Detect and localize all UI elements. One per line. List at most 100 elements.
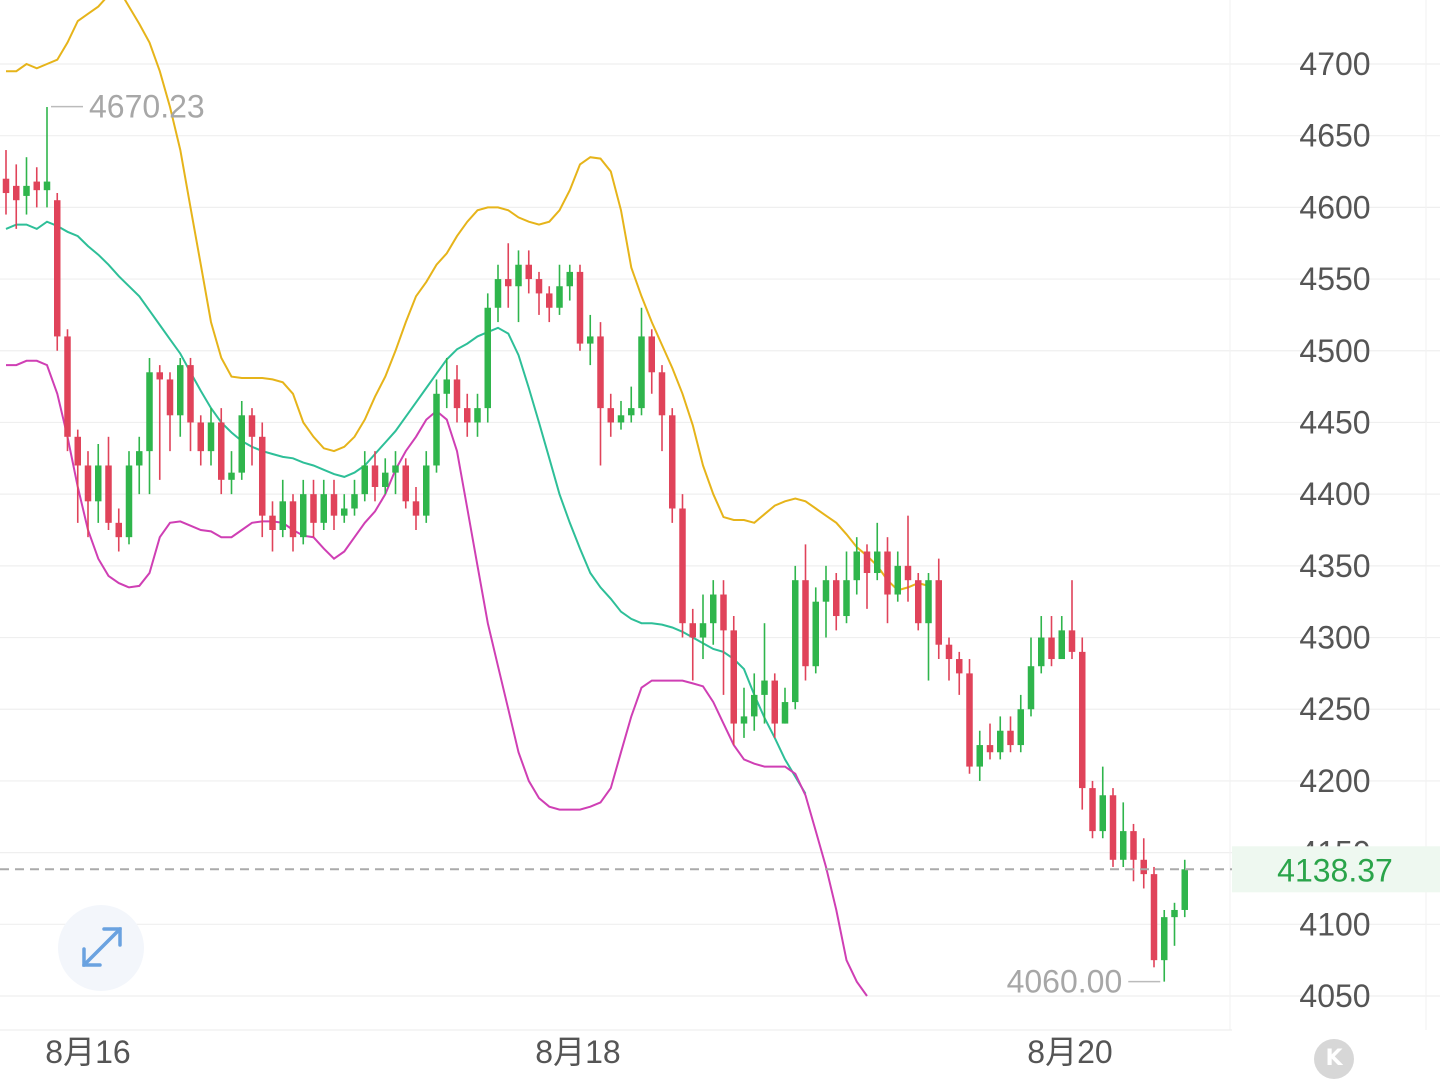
y-tick-label: 4200 bbox=[1299, 763, 1370, 799]
y-tick-label: 4700 bbox=[1299, 46, 1370, 82]
candle bbox=[43, 107, 51, 208]
candle bbox=[443, 357, 450, 409]
grid-lines bbox=[0, 0, 1440, 1031]
candle bbox=[412, 486, 420, 530]
low-price-label: 4060.00 bbox=[1007, 964, 1123, 1000]
candle bbox=[207, 408, 215, 466]
candle bbox=[392, 451, 399, 495]
candle bbox=[925, 573, 932, 681]
candle-body bbox=[628, 408, 635, 416]
candle bbox=[156, 365, 163, 480]
expand-icon bbox=[82, 927, 122, 967]
candle bbox=[382, 458, 389, 495]
x-tick-label: 8月16 bbox=[45, 1034, 130, 1070]
y-tick-label: 4300 bbox=[1299, 620, 1370, 656]
candle-body bbox=[853, 551, 860, 581]
candle-body bbox=[105, 465, 112, 523]
low-marker: 4060.00 bbox=[1007, 964, 1161, 1000]
candle-body bbox=[443, 379, 450, 394]
candle-body bbox=[1058, 630, 1065, 660]
candle-body bbox=[341, 508, 348, 516]
candle-body bbox=[781, 702, 789, 724]
indicator-readout-strip bbox=[0, 1073, 700, 1083]
candle-body bbox=[320, 494, 327, 523]
candle bbox=[494, 264, 502, 323]
candle bbox=[1068, 580, 1076, 660]
candle bbox=[187, 357, 194, 452]
candle-body bbox=[546, 293, 553, 308]
current-price-marker: 4138.37 bbox=[0, 846, 1440, 893]
candle-body bbox=[822, 580, 830, 602]
fullscreen-button[interactable] bbox=[58, 905, 144, 991]
middle-band-line bbox=[5, 220, 807, 795]
candle-body bbox=[1048, 637, 1055, 660]
current-price-label-bg bbox=[1232, 846, 1440, 893]
candle-body bbox=[1109, 795, 1117, 860]
candle-body bbox=[382, 472, 389, 487]
candle-body bbox=[146, 372, 153, 452]
candle bbox=[935, 558, 942, 660]
candle bbox=[13, 164, 20, 229]
candle bbox=[453, 365, 461, 423]
candle bbox=[238, 400, 245, 480]
bollinger-bands bbox=[5, 0, 929, 997]
candle-body bbox=[1007, 730, 1014, 746]
candle-body bbox=[474, 408, 481, 423]
candle-body bbox=[289, 501, 297, 538]
candle bbox=[792, 565, 799, 710]
candle bbox=[699, 594, 707, 660]
candle bbox=[371, 451, 379, 502]
candle-body bbox=[884, 551, 891, 595]
candle-body bbox=[136, 451, 143, 466]
candle-body bbox=[710, 594, 717, 624]
candle bbox=[310, 479, 317, 538]
candle-body bbox=[587, 336, 594, 344]
candle-body bbox=[279, 501, 286, 530]
candle bbox=[269, 501, 276, 552]
candle bbox=[833, 573, 840, 631]
candle bbox=[84, 451, 92, 538]
candle-body bbox=[730, 630, 737, 724]
current-price-label: 4138.37 bbox=[1277, 852, 1393, 888]
candle bbox=[556, 264, 563, 315]
y-tick-label: 4050 bbox=[1299, 978, 1370, 1014]
candle bbox=[484, 293, 491, 423]
candles bbox=[2, 107, 1188, 982]
candle bbox=[341, 494, 348, 523]
candle bbox=[166, 372, 174, 452]
candle-body bbox=[1099, 795, 1106, 832]
candle bbox=[74, 429, 81, 523]
candle-body bbox=[187, 365, 194, 423]
candle bbox=[197, 415, 204, 466]
candle bbox=[1130, 823, 1137, 882]
x-axis: 8月16 8月18 8月20 bbox=[45, 1034, 1112, 1070]
candle-body bbox=[894, 565, 901, 595]
candle-body bbox=[679, 508, 686, 624]
candle bbox=[1109, 788, 1117, 867]
candle bbox=[904, 515, 912, 602]
candle bbox=[95, 443, 102, 523]
x-tick-label: 8月18 bbox=[535, 1034, 620, 1070]
candle bbox=[730, 616, 737, 746]
candle-body bbox=[2, 178, 10, 194]
candle-body bbox=[64, 336, 71, 437]
candle bbox=[638, 307, 645, 416]
candle bbox=[894, 551, 901, 602]
candle-body bbox=[453, 379, 461, 409]
candle bbox=[64, 329, 71, 452]
candle-body bbox=[156, 372, 163, 380]
kline-settings-button[interactable]: K bbox=[1314, 1039, 1354, 1079]
candle-body bbox=[607, 408, 614, 423]
candle bbox=[1140, 838, 1147, 889]
candle bbox=[884, 537, 891, 624]
candle bbox=[177, 357, 184, 437]
y-tick-label: 4250 bbox=[1299, 691, 1370, 727]
candle bbox=[863, 544, 871, 609]
candle-body bbox=[361, 465, 368, 495]
high-marker: 4670.23 bbox=[51, 89, 205, 125]
candle-body bbox=[740, 716, 748, 724]
candle bbox=[1048, 616, 1055, 667]
candle bbox=[259, 422, 266, 538]
candle-body bbox=[976, 745, 983, 767]
